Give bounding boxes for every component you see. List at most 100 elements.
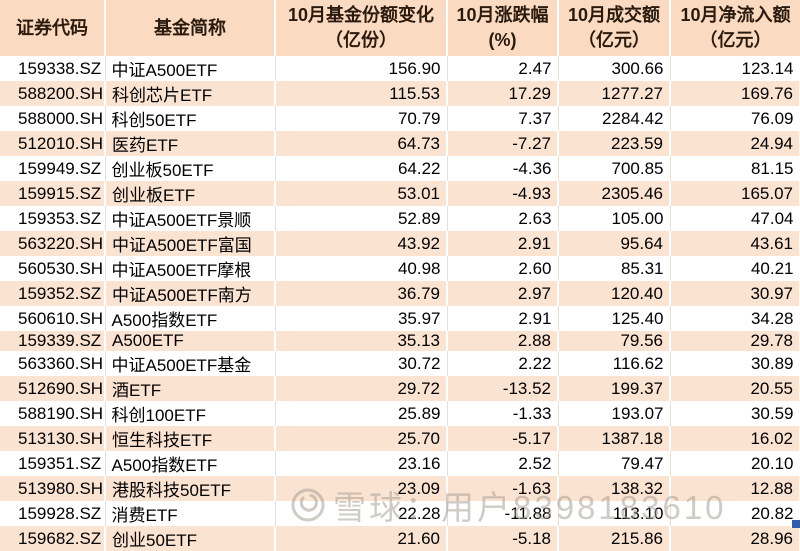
cell-code[interactable]: 159353.SZ: [0, 206, 106, 231]
cell-code[interactable]: 588000.SH: [0, 106, 106, 131]
cell-net_inflow[interactable]: 34.28: [670, 306, 800, 331]
cell-code[interactable]: 588200.SH: [0, 81, 106, 106]
cell-turnover[interactable]: 125.40: [558, 306, 671, 331]
cell-net_inflow[interactable]: 20.55: [670, 376, 800, 401]
cell-turnover[interactable]: 85.31: [558, 256, 671, 281]
column-header-pct_change[interactable]: 10月涨跌幅 (%): [447, 0, 559, 56]
cell-turnover[interactable]: 2305.46: [558, 181, 671, 206]
cell-pct_change[interactable]: 2.60: [447, 256, 559, 281]
cell-share_change[interactable]: 35.13: [275, 331, 448, 351]
cell-net_inflow[interactable]: 165.07: [670, 181, 800, 206]
cell-turnover[interactable]: 79.56: [558, 331, 671, 351]
cell-name[interactable]: 科创芯片ETF: [105, 81, 276, 106]
cell-net_inflow[interactable]: 30.59: [670, 401, 800, 426]
cell-name[interactable]: 中证A500ETF富国: [105, 231, 276, 256]
cell-share_change[interactable]: 64.73: [275, 131, 448, 156]
cell-code[interactable]: 159338.SZ: [0, 56, 106, 81]
cell-turnover[interactable]: 95.64: [558, 231, 671, 256]
cell-share_change[interactable]: 52.89: [275, 206, 448, 231]
cell-turnover[interactable]: 138.32: [558, 476, 671, 501]
cell-name[interactable]: 创业板ETF: [105, 181, 276, 206]
cell-share_change[interactable]: 40.98: [275, 256, 448, 281]
cell-turnover[interactable]: 79.47: [558, 451, 671, 476]
cell-turnover[interactable]: 193.07: [558, 401, 671, 426]
cell-name[interactable]: 恒生科技ETF: [105, 426, 276, 451]
cell-code[interactable]: 513980.SH: [0, 476, 106, 501]
cell-net_inflow[interactable]: 76.09: [670, 106, 800, 131]
cell-share_change[interactable]: 36.79: [275, 281, 448, 306]
cell-name[interactable]: 中证A500ETF南方: [105, 281, 276, 306]
cell-net_inflow[interactable]: 30.89: [670, 351, 800, 376]
cell-pct_change[interactable]: -1.33: [447, 401, 559, 426]
cell-pct_change[interactable]: 2.52: [447, 451, 559, 476]
cell-name[interactable]: 医药ETF: [105, 131, 276, 156]
cell-share_change[interactable]: 23.16: [275, 451, 448, 476]
cell-code[interactable]: 560530.SH: [0, 256, 106, 281]
cell-share_change[interactable]: 43.92: [275, 231, 448, 256]
cell-pct_change[interactable]: -1.63: [447, 476, 559, 501]
cell-share_change[interactable]: 25.89: [275, 401, 448, 426]
cell-pct_change[interactable]: 2.91: [447, 231, 559, 256]
cell-pct_change[interactable]: 2.91: [447, 306, 559, 331]
cell-net_inflow[interactable]: 40.21: [670, 256, 800, 281]
cell-code[interactable]: 563220.SH: [0, 231, 106, 256]
cell-code[interactable]: 159339.SZ: [0, 331, 106, 351]
cell-code[interactable]: 588190.SH: [0, 401, 106, 426]
column-header-share_change[interactable]: 10月基金份额变化 （亿份）: [275, 0, 448, 56]
cell-turnover[interactable]: 1387.18: [558, 426, 671, 451]
cell-code[interactable]: 159915.SZ: [0, 181, 106, 206]
cell-name[interactable]: A500ETF: [105, 331, 276, 351]
cell-share_change[interactable]: 29.72: [275, 376, 448, 401]
cell-share_change[interactable]: 115.53: [275, 81, 448, 106]
cell-share_change[interactable]: 53.01: [275, 181, 448, 206]
cell-net_inflow[interactable]: 169.76: [670, 81, 800, 106]
cell-name[interactable]: 科创100ETF: [105, 401, 276, 426]
cell-net_inflow[interactable]: 30.97: [670, 281, 800, 306]
cell-code[interactable]: 512690.SH: [0, 376, 106, 401]
cell-code[interactable]: 159352.SZ: [0, 281, 106, 306]
cell-share_change[interactable]: 70.79: [275, 106, 448, 131]
cell-share_change[interactable]: 35.97: [275, 306, 448, 331]
cell-code[interactable]: 159949.SZ: [0, 156, 106, 181]
cell-net_inflow[interactable]: 20.82: [670, 501, 800, 526]
cell-name[interactable]: 中证A500ETF摩根: [105, 256, 276, 281]
cell-turnover[interactable]: 223.59: [558, 131, 671, 156]
cell-name[interactable]: 中证A500ETF景顺: [105, 206, 276, 231]
cell-turnover[interactable]: 1277.27: [558, 81, 671, 106]
cell-pct_change[interactable]: 2.47: [447, 56, 559, 81]
cell-net_inflow[interactable]: 29.78: [670, 331, 800, 351]
column-header-net_inflow[interactable]: 10月净流入额 （亿元）: [670, 0, 800, 56]
cell-name[interactable]: A500指数ETF: [105, 451, 276, 476]
cell-net_inflow[interactable]: 12.88: [670, 476, 800, 501]
cell-net_inflow[interactable]: 47.04: [670, 206, 800, 231]
cell-share_change[interactable]: 30.72: [275, 351, 448, 376]
cell-pct_change[interactable]: 2.22: [447, 351, 559, 376]
cell-name[interactable]: 消费ETF: [105, 501, 276, 526]
cell-code[interactable]: 159351.SZ: [0, 451, 106, 476]
column-header-name[interactable]: 基金简称: [105, 0, 276, 56]
cell-name[interactable]: 创业板50ETF: [105, 156, 276, 181]
cell-net_inflow[interactable]: 20.10: [670, 451, 800, 476]
cell-pct_change[interactable]: -7.27: [447, 131, 559, 156]
cell-net_inflow[interactable]: 43.61: [670, 231, 800, 256]
column-header-turnover[interactable]: 10月成交额 （亿元）: [558, 0, 671, 56]
cell-code[interactable]: 159928.SZ: [0, 501, 106, 526]
cell-net_inflow[interactable]: 123.14: [670, 56, 800, 81]
cell-turnover[interactable]: 120.40: [558, 281, 671, 306]
cell-pct_change[interactable]: -4.93: [447, 181, 559, 206]
cell-pct_change[interactable]: 2.88: [447, 331, 559, 351]
cell-code[interactable]: 563360.SH: [0, 351, 106, 376]
cell-name[interactable]: 中证A500ETF基金: [105, 351, 276, 376]
cell-name[interactable]: 酒ETF: [105, 376, 276, 401]
selection-fill-handle[interactable]: [791, 519, 800, 528]
cell-turnover[interactable]: 116.62: [558, 351, 671, 376]
cell-net_inflow[interactable]: 81.15: [670, 156, 800, 181]
cell-net_inflow[interactable]: 16.02: [670, 426, 800, 451]
column-header-code[interactable]: 证券代码: [0, 0, 106, 56]
cell-turnover[interactable]: 2284.42: [558, 106, 671, 131]
cell-name[interactable]: A500指数ETF: [105, 306, 276, 331]
cell-share_change[interactable]: 22.28: [275, 501, 448, 526]
cell-name[interactable]: 港股科技50ETF: [105, 476, 276, 501]
cell-pct_change[interactable]: -5.17: [447, 426, 559, 451]
cell-pct_change[interactable]: -11.88: [447, 501, 559, 526]
